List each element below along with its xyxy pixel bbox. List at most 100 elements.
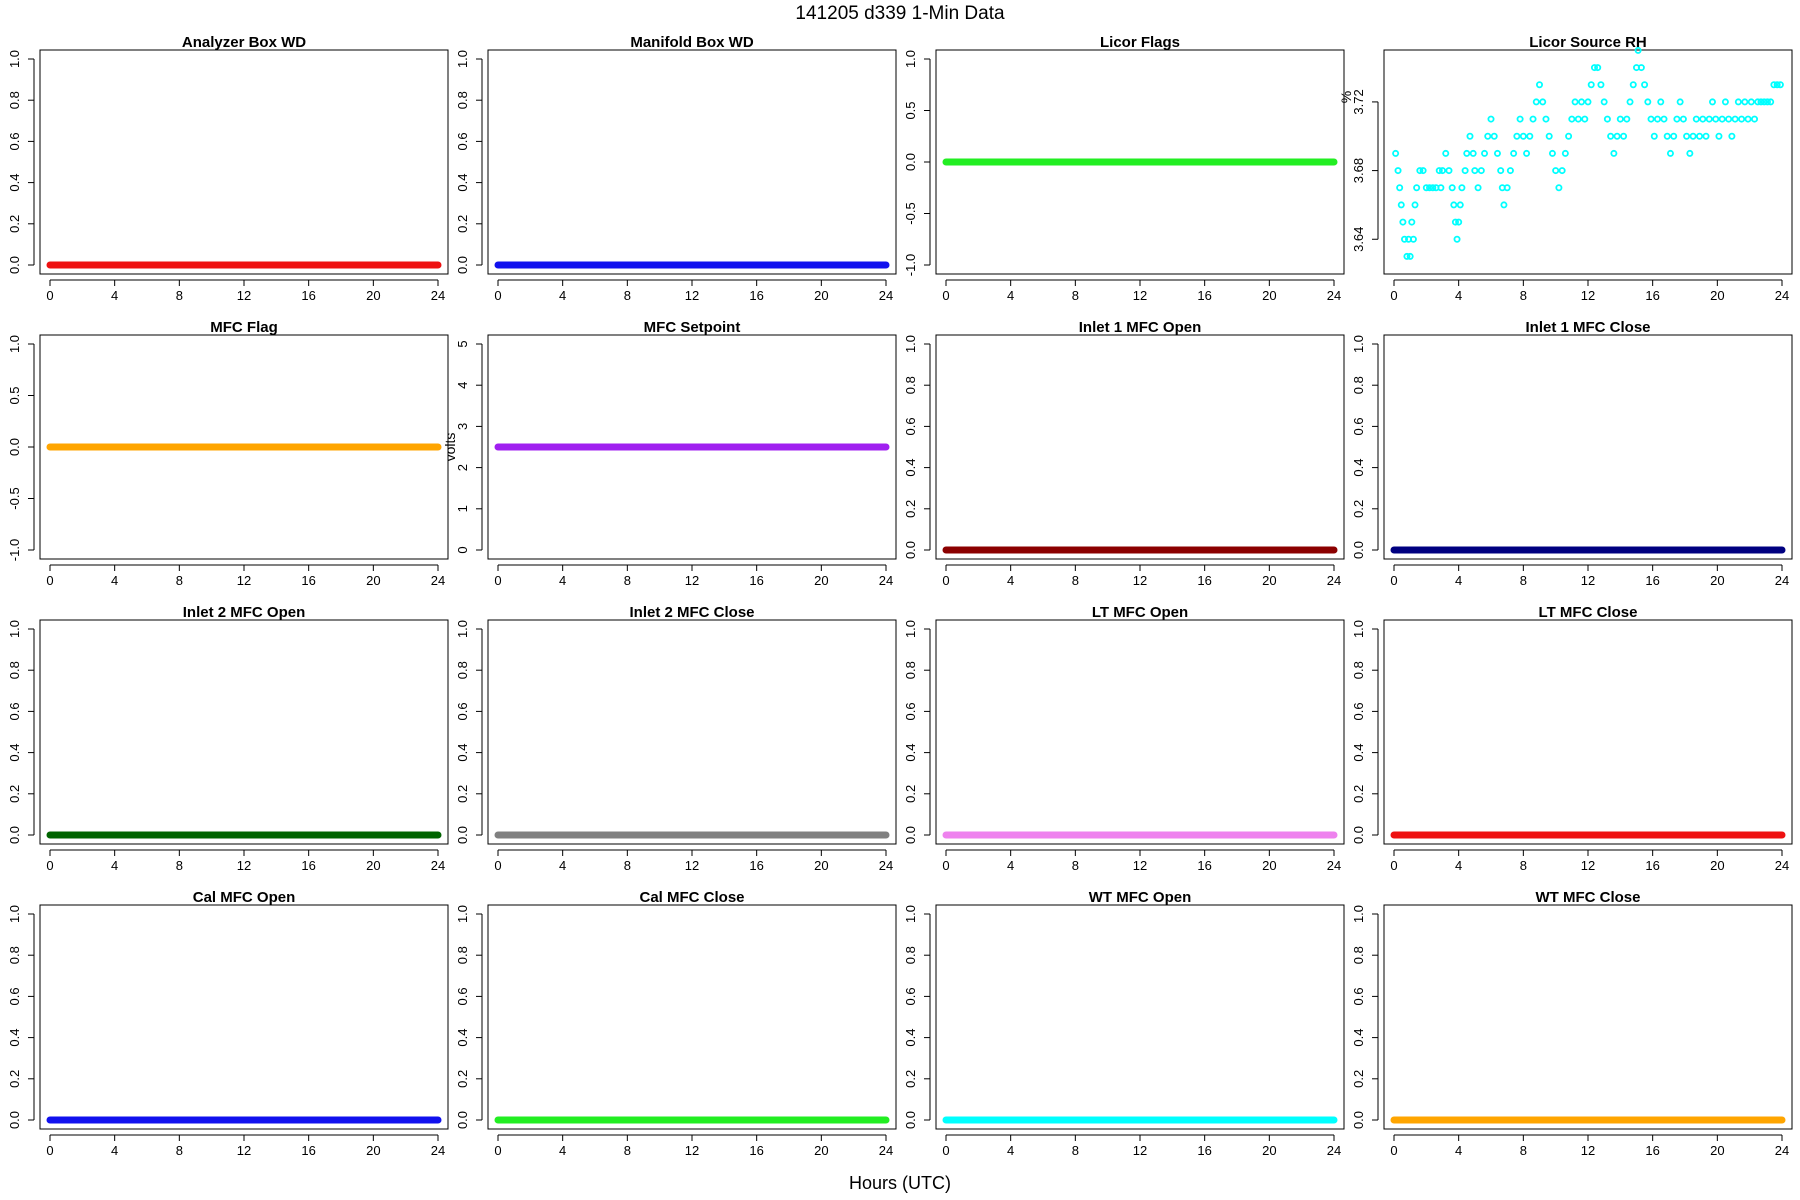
- x-tick-label: 16: [1645, 1143, 1659, 1158]
- data-point: [1616, 115, 1624, 123]
- panel-title: WT MFC Open: [1089, 889, 1191, 906]
- plot-frame: [1383, 619, 1793, 845]
- data-point: [1699, 115, 1707, 123]
- y-tick-label: 0.2: [903, 785, 918, 803]
- data-point: [1451, 218, 1459, 226]
- panel-9: Inlet 2 MFC Open 0 4 8 12 16 20 24 0.0 0.2 0.4 0.6 0…: [7, 604, 449, 873]
- y-tick-label: 0.0: [7, 256, 22, 274]
- data-point: [1578, 98, 1586, 106]
- x-tick-label: 8: [1072, 573, 1079, 588]
- x-tick-label: 20: [1710, 573, 1724, 588]
- data-point: [1587, 81, 1595, 89]
- panel-13: Cal MFC Open 0 4 8 12 16 20 24 0.0 0.2 0.4 0.6 0.8 1.…: [7, 889, 449, 1158]
- x-tick-label: 4: [559, 573, 566, 588]
- x-tick-label: 4: [111, 288, 118, 303]
- data-point: [1435, 167, 1443, 175]
- y-tick-label: 1.0: [903, 905, 918, 923]
- panel-1: Analyzer Box WD 0 4 8 12 16 20 24 0.0 0.2 0.4 0.6 0.…: [7, 34, 449, 303]
- plot-frame: [1383, 334, 1793, 560]
- y-tick-label: 0.8: [455, 946, 470, 964]
- x-tick-label: 24: [1775, 858, 1789, 873]
- y-tick-label: 0.0: [903, 1111, 918, 1129]
- x-tick-label: 8: [624, 288, 631, 303]
- y-tick-label: 0.8: [7, 661, 22, 679]
- data-point: [1394, 167, 1402, 175]
- x-tick-label: 8: [1520, 858, 1527, 873]
- x-tick-label: 4: [1455, 288, 1462, 303]
- data-point: [1565, 132, 1573, 140]
- y-tick-label: 4: [455, 382, 470, 389]
- data-point: [1594, 64, 1602, 72]
- panel-title: LT MFC Close: [1539, 604, 1638, 621]
- y-tick-label: 0.4: [903, 1029, 918, 1047]
- x-tick-label: 16: [749, 573, 763, 588]
- data-point: [1409, 235, 1417, 243]
- y-tick-label: 1.0: [903, 620, 918, 638]
- x-tick-label: 24: [1775, 573, 1789, 588]
- x-tick-label: 24: [1327, 858, 1341, 873]
- x-tick-label: 0: [942, 573, 949, 588]
- data-point: [1683, 132, 1691, 140]
- x-tick-label: 20: [1262, 573, 1276, 588]
- x-tick-label: 24: [1327, 573, 1341, 588]
- y-tick-label: 0.4: [1351, 744, 1366, 762]
- y-tick-label: 1.0: [903, 335, 918, 353]
- data-point: [1696, 132, 1704, 140]
- data-point: [1660, 115, 1668, 123]
- panel-title: Analyzer Box WD: [182, 34, 306, 51]
- data-point: [1466, 132, 1474, 140]
- data-point: [1396, 184, 1404, 192]
- y-tick-label: 0.8: [903, 946, 918, 964]
- y-tick-label: 0.8: [7, 946, 22, 964]
- x-tick-label: 12: [1581, 573, 1595, 588]
- plot-frame: [935, 619, 1345, 845]
- x-tick-label: 8: [624, 1143, 631, 1158]
- y-tick-label: 0.0: [455, 1111, 470, 1129]
- data-point: [1744, 115, 1752, 123]
- data-point: [1767, 98, 1775, 106]
- y-tick-label: 0.2: [7, 785, 22, 803]
- data-point: [1403, 252, 1411, 260]
- panel-8: Inlet 1 MFC Close 0 4 8 12 16 20 24 0.0 0.2 0.4 0.6…: [1351, 319, 1793, 588]
- data-point: [1448, 184, 1456, 192]
- data-point: [1689, 132, 1697, 140]
- panel-10: Inlet 2 MFC Close 0 4 8 12 16 20 24 0.0 0.2 0.4 0.6…: [455, 604, 897, 873]
- y-tick-label: 1.0: [7, 335, 22, 353]
- panel-title: Cal MFC Close: [639, 889, 744, 906]
- y-tick-label: 1.0: [903, 50, 918, 68]
- y-tick-label: 0.4: [7, 744, 22, 762]
- x-tick-label: 0: [46, 1143, 53, 1158]
- x-tick-label: 24: [1327, 288, 1341, 303]
- x-tick-label: 20: [366, 1143, 380, 1158]
- y-tick-label: 0.8: [1351, 376, 1366, 394]
- y-tick-label: 0.8: [1351, 946, 1366, 964]
- data-point: [1654, 115, 1662, 123]
- y-tick-label: 0.6: [1351, 417, 1366, 435]
- x-tick-label: 24: [879, 288, 893, 303]
- y-tick-label: 1.0: [455, 620, 470, 638]
- data-point: [1532, 98, 1540, 106]
- panel-title: Licor Source RH: [1529, 34, 1647, 51]
- x-tick-label: 16: [1197, 1143, 1211, 1158]
- data-point: [1776, 81, 1784, 89]
- data-point: [1437, 184, 1445, 192]
- y-tick-label: 0.2: [1351, 1070, 1366, 1088]
- x-tick-label: 8: [1520, 573, 1527, 588]
- y-tick-label: 1.0: [7, 50, 22, 68]
- data-point: [1453, 235, 1461, 243]
- x-tick-label: 16: [301, 1143, 315, 1158]
- y-tick-label: 0.4: [455, 174, 470, 192]
- plot-frame: [935, 334, 1345, 560]
- y-tick-label: -1.0: [7, 539, 22, 561]
- data-point: [1747, 98, 1755, 106]
- x-tick-label: 4: [111, 573, 118, 588]
- x-tick-label: 8: [1520, 1143, 1527, 1158]
- data-point: [1613, 132, 1621, 140]
- y-tick-label: 0.6: [1351, 702, 1366, 720]
- y-tick-label: 0.5: [903, 101, 918, 119]
- x-tick-label: 12: [685, 858, 699, 873]
- x-tick-label: 0: [494, 1143, 501, 1158]
- x-tick-label: 16: [301, 573, 315, 588]
- x-tick-label: 24: [431, 858, 445, 873]
- x-tick-label: 12: [685, 1143, 699, 1158]
